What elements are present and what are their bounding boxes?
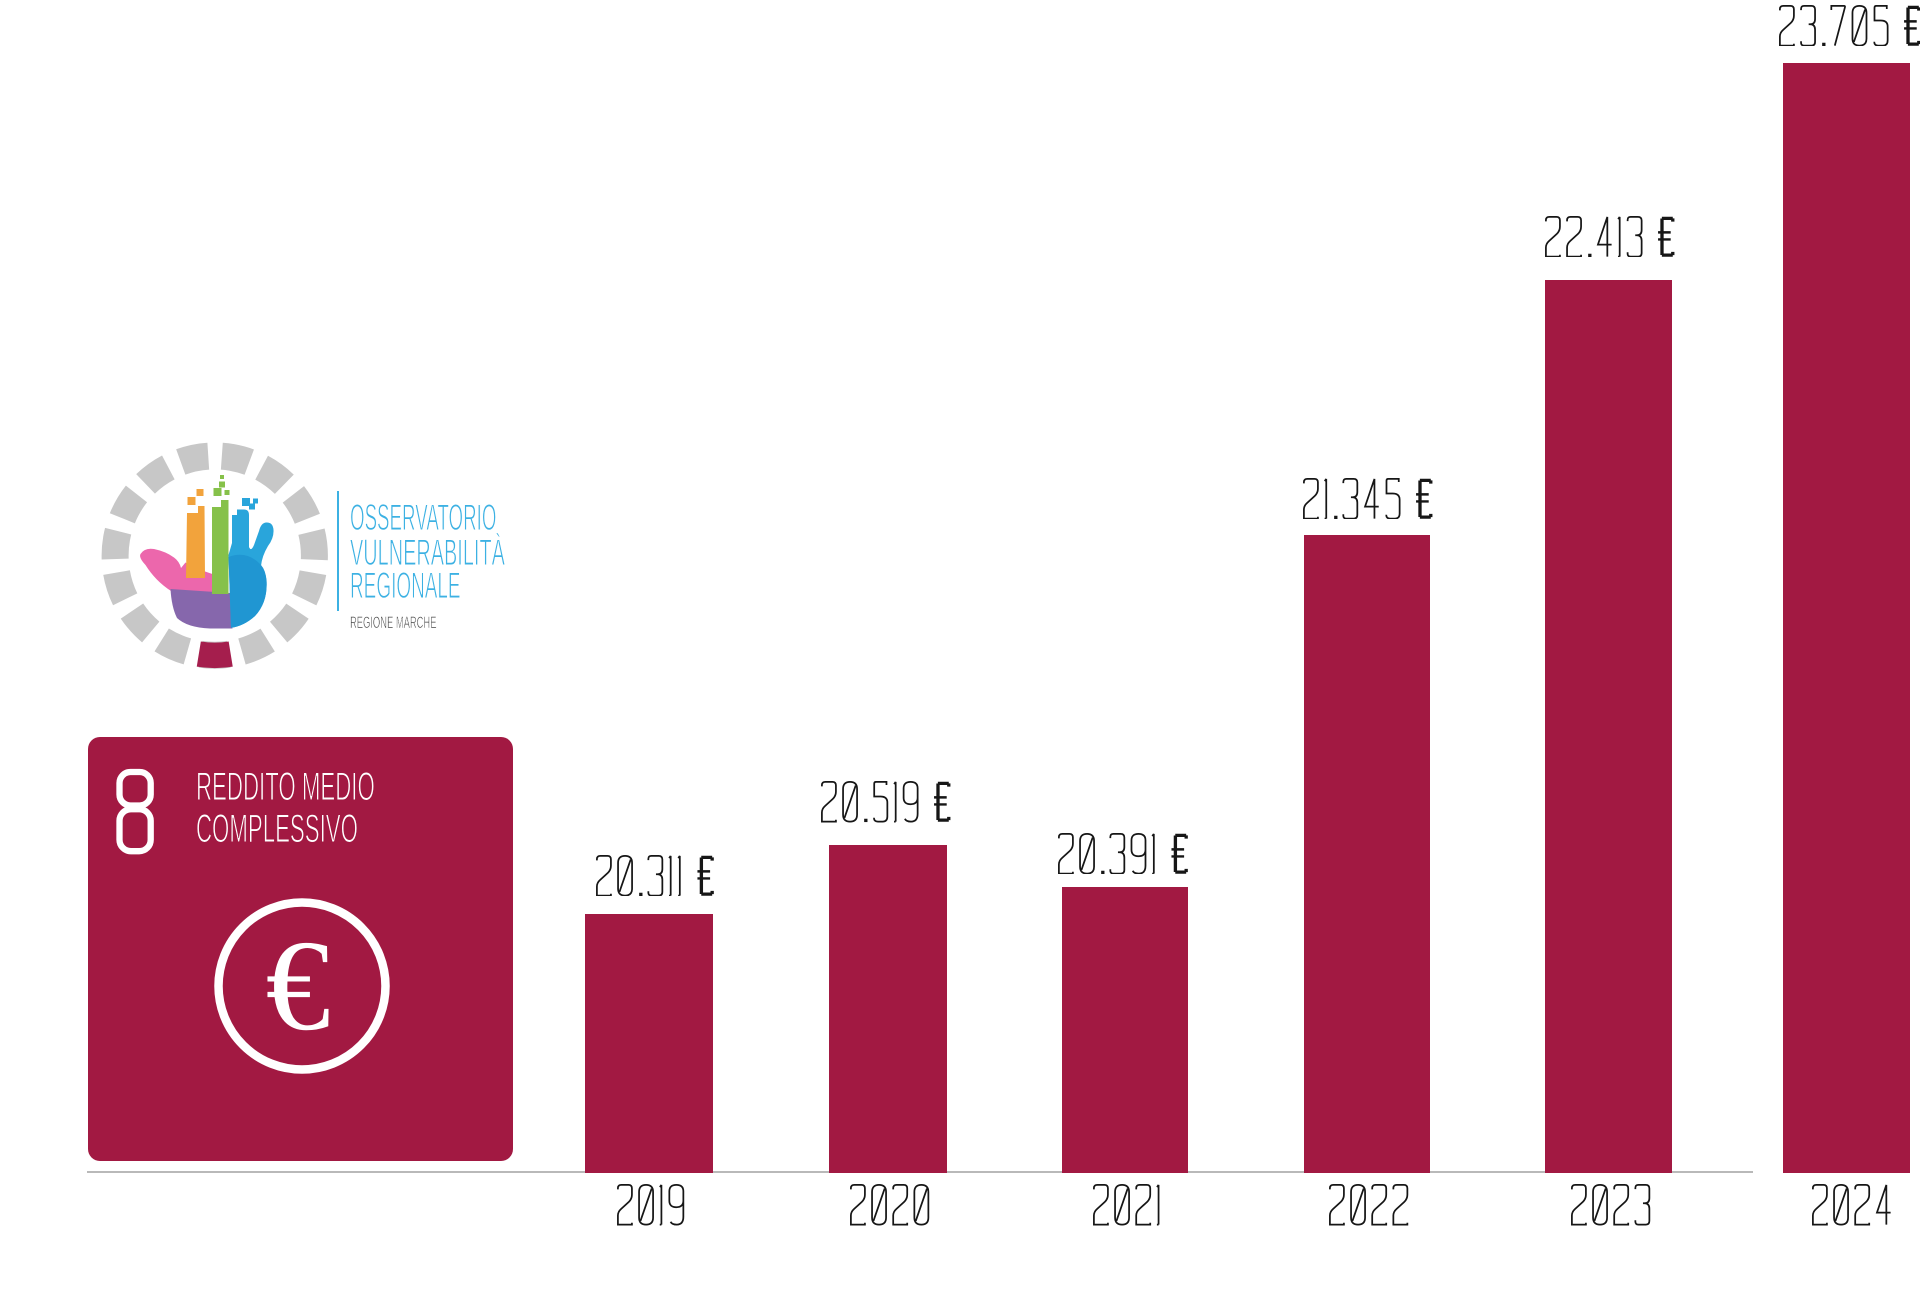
svg-text:€: €	[266, 914, 331, 1058]
